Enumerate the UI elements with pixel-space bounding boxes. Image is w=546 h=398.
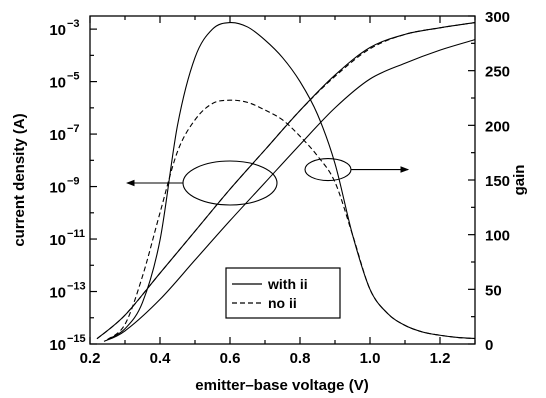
series-line-with-ii-base-current: [103, 39, 476, 342]
curves-layer: [96, 21, 476, 342]
legend-label-with-ii: with ii: [267, 276, 308, 292]
left-y-tick-label: 10: [49, 75, 66, 92]
right-y-tick-label: 50: [485, 282, 502, 299]
left-y-tick-label: 10: [49, 127, 66, 144]
x-tick-label: 1.0: [360, 350, 381, 367]
series-line-no-ii-collector-current: [96, 22, 476, 340]
right-y-tick-label: 100: [485, 228, 510, 245]
left-y-tick-label: 10: [49, 285, 66, 302]
left-axis-title: current density (A): [11, 113, 28, 246]
x-axis-title: emitter–base voltage (V): [195, 377, 368, 394]
left-y-tick-exponent: −3: [67, 18, 80, 30]
left-y-tick-exponent: −13: [67, 281, 86, 293]
left-y-tick-exponent: −7: [67, 123, 80, 135]
left-y-tick-label: 10: [49, 337, 66, 354]
right-y-tick-label: 200: [485, 118, 510, 135]
right-y-tick-label: 0: [485, 337, 493, 354]
left-y-tick-label: 10: [49, 232, 66, 249]
left-y-tick-exponent: −15: [67, 333, 86, 345]
left-y-tick-exponent: −11: [67, 228, 85, 240]
x-tick-label: 0.8: [290, 350, 311, 367]
x-tick-label: 1.2: [430, 350, 451, 367]
x-tick-label: 0.2: [80, 350, 101, 367]
legend-label-no-ii: no ii: [268, 295, 297, 311]
left-y-tick-label: 10: [49, 180, 66, 197]
right-y-tick-label: 150: [485, 173, 510, 190]
legend-box: [225, 267, 341, 319]
right-axis-title: gain: [511, 165, 528, 196]
annotation-ellipse-right: [304, 157, 352, 182]
annotation-ellipse-left: [182, 160, 278, 206]
left-y-tick-label: 10: [49, 22, 66, 39]
x-tick-label: 0.4: [150, 350, 172, 367]
right-y-tick-label: 250: [485, 64, 510, 81]
annotations-layer: [125, 157, 410, 206]
series-line-no-ii-gain: [107, 99, 476, 341]
legend: with ii no ii: [225, 267, 341, 319]
right-y-tick-label: 300: [485, 9, 510, 26]
left-y-tick-exponent: −5: [67, 71, 80, 83]
labels-layer: emitter–base voltage (V) current density…: [11, 113, 528, 394]
x-tick-label: 0.6: [220, 350, 241, 367]
left-y-tick-exponent: −9: [67, 176, 80, 188]
